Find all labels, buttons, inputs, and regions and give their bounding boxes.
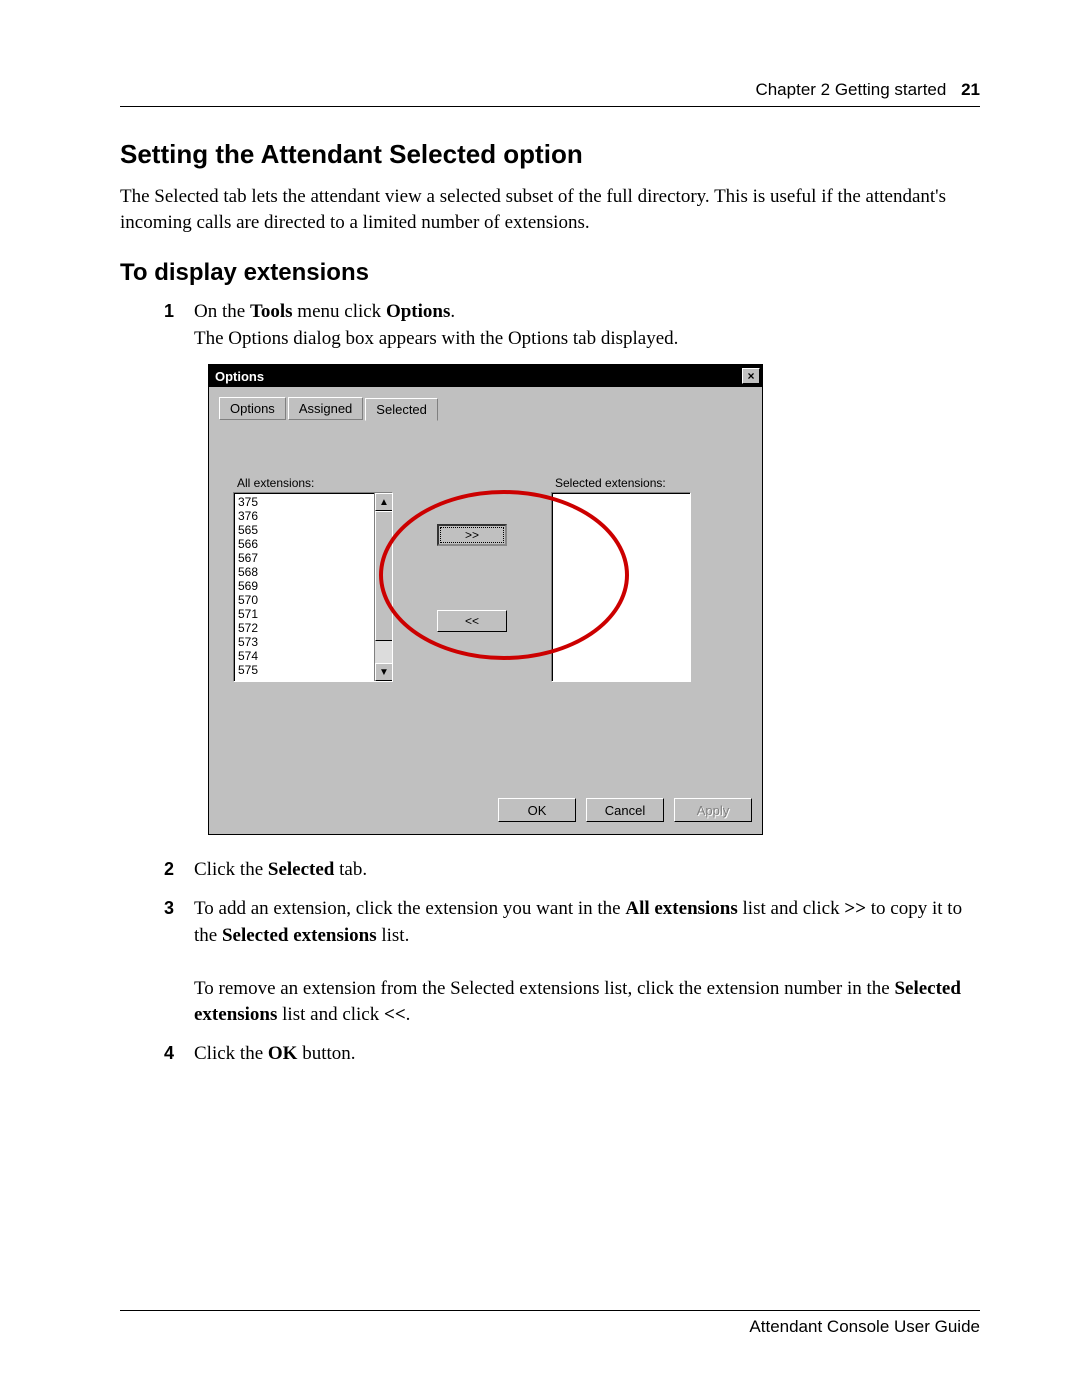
- list-item[interactable]: 566: [238, 537, 258, 551]
- all-extensions-listbox[interactable]: 375376565566567568569570571572573574575 …: [233, 492, 393, 682]
- text: Click the: [194, 859, 268, 880]
- list-item[interactable]: 573: [238, 635, 258, 649]
- step-text: Click the Selected tab.: [194, 857, 980, 884]
- tab-options[interactable]: Options: [219, 397, 286, 420]
- list-item[interactable]: 375: [238, 495, 258, 509]
- list-item[interactable]: 567: [238, 551, 258, 565]
- tab-bar: Options Assigned Selected: [209, 387, 762, 420]
- options-dialog: Options × Options Assigned Selected All …: [208, 364, 763, 835]
- text: button.: [297, 1043, 355, 1064]
- list-item[interactable]: 568: [238, 565, 258, 579]
- dialog-body: All extensions: 375376565566567568569570…: [219, 420, 752, 790]
- text-bold: Options: [386, 301, 450, 322]
- step-text: Click the OK button.: [194, 1041, 980, 1068]
- text-bold: OK: [268, 1043, 298, 1064]
- text: menu click: [293, 301, 386, 322]
- text: tab.: [334, 859, 367, 880]
- step-2: 2 Click the Selected tab.: [164, 857, 980, 884]
- step-list: 1 On the Tools menu click Options. The O…: [164, 299, 980, 352]
- text: Click the: [194, 1043, 268, 1064]
- cancel-button[interactable]: Cancel: [586, 798, 664, 822]
- step-number: 3: [164, 896, 194, 921]
- step-number: 2: [164, 857, 194, 882]
- add-button[interactable]: >>: [437, 524, 507, 546]
- list-item[interactable]: 570: [238, 593, 258, 607]
- step-3: 3 To add an extension, click the extensi…: [164, 896, 980, 1029]
- listbox-items: 375376565566567568569570571572573574575: [238, 495, 258, 677]
- list-item[interactable]: 572: [238, 621, 258, 635]
- text-bold: >>: [844, 898, 866, 919]
- step-text: On the Tools menu click Options. The Opt…: [194, 299, 980, 352]
- list-item[interactable]: 575: [238, 663, 258, 677]
- scroll-down-icon[interactable]: ▼: [375, 663, 393, 681]
- text: list and click: [738, 898, 845, 919]
- dialog-title: Options: [215, 369, 264, 384]
- text: list and click: [277, 1004, 384, 1025]
- apply-button[interactable]: Apply: [674, 798, 752, 822]
- page-number: 21: [961, 80, 980, 99]
- text: To remove an extension from the Selected…: [194, 978, 894, 999]
- list-item[interactable]: 376: [238, 509, 258, 523]
- page: Chapter 2 Getting started 21 Setting the…: [0, 0, 1080, 1397]
- step-list-cont: 2 Click the Selected tab. 3 To add an ex…: [164, 857, 980, 1067]
- step-number: 4: [164, 1041, 194, 1066]
- scrollbar[interactable]: ▲ ▼: [374, 493, 392, 681]
- tab-assigned[interactable]: Assigned: [288, 397, 363, 420]
- dialog-titlebar: Options ×: [209, 365, 762, 387]
- text-bold: Selected extensions: [222, 925, 377, 946]
- section-heading: Setting the Attendant Selected option: [120, 139, 980, 170]
- text-bold: Selected: [268, 859, 334, 880]
- list-item[interactable]: 571: [238, 607, 258, 621]
- text: The Options dialog box appears with the …: [194, 328, 678, 349]
- list-item[interactable]: 574: [238, 649, 258, 663]
- text-bold: <<: [384, 1004, 406, 1025]
- text: .: [450, 301, 455, 322]
- text-bold: Tools: [250, 301, 293, 322]
- close-icon[interactable]: ×: [742, 368, 760, 384]
- step-1: 1 On the Tools menu click Options. The O…: [164, 299, 980, 352]
- intro-paragraph: The Selected tab lets the attendant view…: [120, 184, 980, 235]
- page-header: Chapter 2 Getting started 21: [120, 80, 980, 107]
- subsection-heading: To display extensions: [120, 259, 980, 287]
- list-item[interactable]: 565: [238, 523, 258, 537]
- chapter-label: Chapter 2 Getting started: [755, 80, 946, 99]
- step-number: 1: [164, 299, 194, 324]
- all-extensions-label: All extensions:: [237, 476, 314, 490]
- selected-extensions-label: Selected extensions:: [555, 476, 666, 490]
- dialog-button-row: OK Cancel Apply: [209, 790, 762, 834]
- step-text: To add an extension, click the extension…: [194, 896, 980, 1029]
- scroll-thumb[interactable]: [375, 511, 393, 641]
- ok-button[interactable]: OK: [498, 798, 576, 822]
- remove-button[interactable]: <<: [437, 610, 507, 632]
- page-footer: Attendant Console User Guide: [120, 1310, 980, 1337]
- dialog-figure: Options × Options Assigned Selected All …: [208, 364, 980, 835]
- text: On the: [194, 301, 250, 322]
- selected-extensions-listbox[interactable]: [551, 492, 691, 682]
- text: To add an extension, click the extension…: [194, 898, 625, 919]
- list-item[interactable]: 569: [238, 579, 258, 593]
- text-bold: All extensions: [625, 898, 737, 919]
- text: .: [406, 1004, 411, 1025]
- tab-selected[interactable]: Selected: [365, 398, 438, 421]
- text: list.: [377, 925, 410, 946]
- step-4: 4 Click the OK button.: [164, 1041, 980, 1068]
- scroll-up-icon[interactable]: ▲: [375, 493, 393, 511]
- footer-text: Attendant Console User Guide: [749, 1317, 980, 1336]
